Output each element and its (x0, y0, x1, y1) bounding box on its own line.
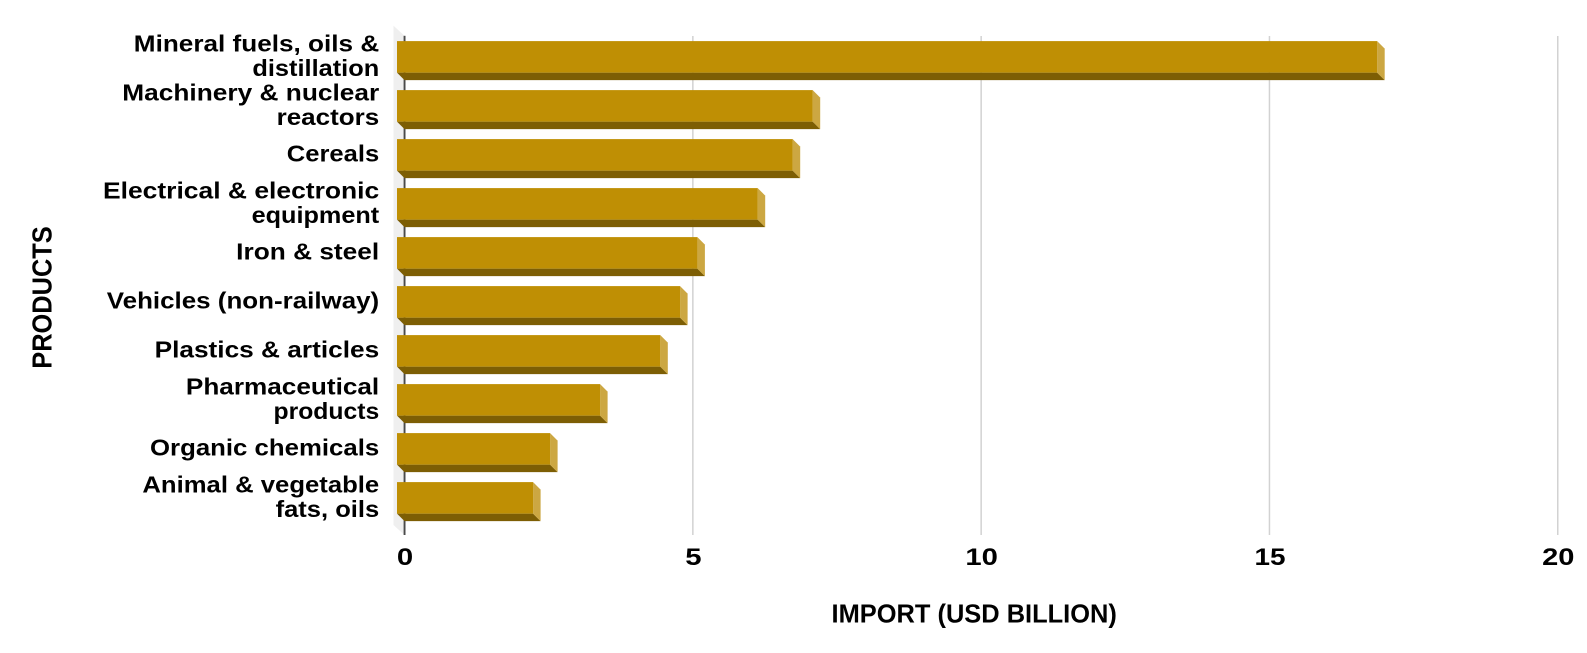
svg-text:Iron & steel: Iron & steel (236, 239, 379, 265)
svg-text:Pharmaceutical: Pharmaceutical (186, 374, 379, 400)
svg-text:Vehicles (non-railway): Vehicles (non-railway) (107, 288, 379, 314)
svg-text:15: 15 (1255, 544, 1286, 571)
svg-text:fats, oils: fats, oils (276, 496, 380, 522)
svg-text:Organic chemicals: Organic chemicals (150, 435, 379, 461)
svg-text:equipment: equipment (252, 202, 380, 228)
svg-text:Animal & vegetable: Animal & vegetable (142, 472, 379, 498)
svg-text:IMPORT (USD BILLION): IMPORT (USD BILLION) (832, 600, 1117, 628)
svg-text:products: products (274, 398, 380, 424)
svg-text:distillation: distillation (252, 55, 379, 81)
svg-text:0: 0 (397, 544, 413, 571)
svg-text:20: 20 (1542, 544, 1574, 571)
svg-text:5: 5 (685, 544, 701, 571)
svg-text:Mineral fuels, oils &: Mineral fuels, oils & (134, 31, 379, 57)
svg-text:Cereals: Cereals (287, 141, 379, 167)
svg-text:Plastics & articles: Plastics & articles (155, 337, 380, 363)
svg-text:PRODUCTS: PRODUCTS (27, 226, 58, 369)
svg-text:Machinery & nuclear: Machinery & nuclear (122, 80, 379, 106)
svg-text:Electrical & electronic: Electrical & electronic (103, 178, 379, 204)
svg-text:reactors: reactors (277, 104, 380, 130)
svg-text:10: 10 (965, 544, 998, 571)
